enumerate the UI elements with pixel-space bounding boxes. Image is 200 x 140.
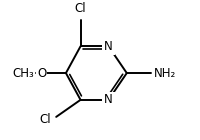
Text: NH₂: NH₂ [154, 66, 176, 80]
Text: O: O [37, 66, 46, 80]
Text: Cl: Cl [40, 113, 51, 126]
Text: N: N [104, 93, 113, 106]
Text: N: N [104, 40, 113, 53]
Text: Cl: Cl [75, 2, 86, 15]
Text: CH₃: CH₃ [13, 66, 34, 80]
